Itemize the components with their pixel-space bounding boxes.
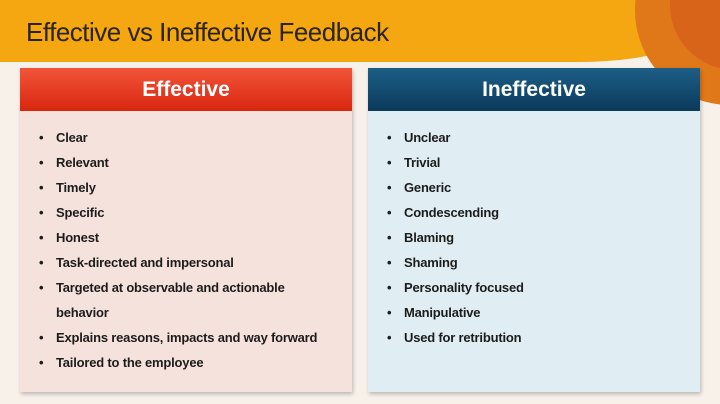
list-item: Used for retribution [387,325,680,350]
list-item: Blaming [387,225,680,250]
list-item: Trivial [387,150,680,175]
list-item: Tailored to the employee [39,350,332,375]
slide-title: Effective vs Ineffective Feedback [26,17,389,47]
effective-panel: Effective Clear Relevant Timely Specific… [20,68,352,392]
effective-list: Clear Relevant Timely Specific Honest Ta… [20,111,352,375]
list-item: Explains reasons, impacts and way forwar… [39,325,332,350]
effective-heading: Effective [20,68,352,111]
list-item: Relevant [39,150,332,175]
ineffective-heading: Ineffective [368,68,700,111]
list-item: Task-directed and impersonal [39,250,332,275]
decorative-swoosh-inner [670,0,720,69]
ineffective-list: Unclear Trivial Generic Condescending Bl… [368,111,700,350]
list-item: Honest [39,225,332,250]
list-item: Specific [39,200,332,225]
list-item: Unclear [387,125,680,150]
list-item: Generic [387,175,680,200]
title-band [0,0,720,62]
list-item: Manipulative [387,300,680,325]
list-item: Condescending [387,200,680,225]
list-item: Shaming [387,250,680,275]
ineffective-panel: Ineffective Unclear Trivial Generic Cond… [368,68,700,392]
list-item: Clear [39,125,332,150]
list-item: Timely [39,175,332,200]
list-item: Targeted at observable and actionable be… [39,275,332,325]
list-item: Personality focused [387,275,680,300]
